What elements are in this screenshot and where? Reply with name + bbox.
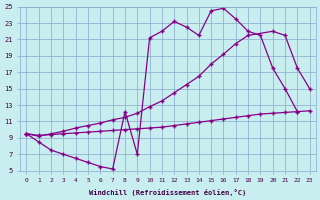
X-axis label: Windchill (Refroidissement éolien,°C): Windchill (Refroidissement éolien,°C) (90, 189, 247, 196)
